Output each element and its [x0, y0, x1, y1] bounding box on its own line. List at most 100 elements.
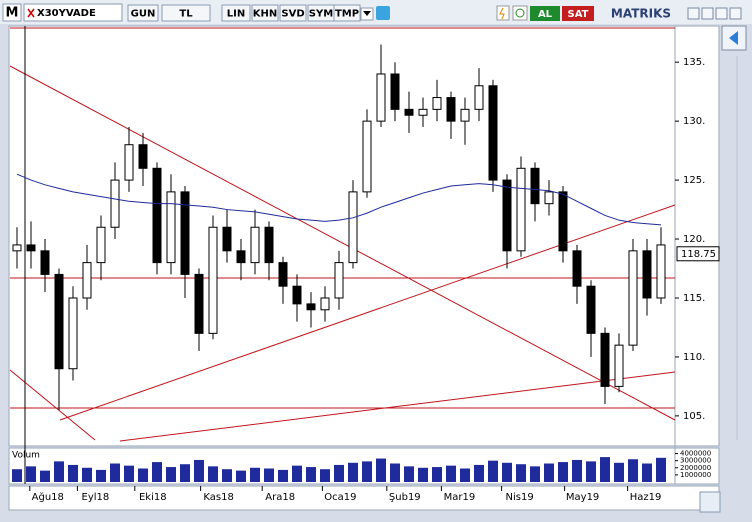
window-button[interactable]	[701, 7, 714, 20]
candle-body	[208, 226, 218, 334]
y-tick-label: 135.	[683, 57, 705, 68]
volume-bar	[264, 468, 274, 482]
sync-button[interactable]	[699, 491, 721, 513]
candle-body	[306, 303, 316, 311]
volume-bar	[516, 464, 526, 482]
candle-body	[292, 285, 302, 305]
volume-bar	[460, 468, 470, 482]
refresh-icon	[515, 8, 525, 18]
window-button[interactable]	[715, 7, 728, 20]
toolbar-button[interactable]	[279, 4, 307, 22]
symbol-box[interactable]	[23, 3, 123, 22]
icon-button[interactable]	[496, 5, 510, 21]
menu-button[interactable]	[2, 3, 22, 22]
buy-button[interactable]	[530, 6, 560, 21]
last-price-label: 118.75	[681, 249, 716, 260]
candle-body	[502, 179, 512, 252]
buy-label: AL	[538, 9, 553, 20]
candle-body	[250, 226, 260, 264]
toolbar-button[interactable]	[127, 4, 159, 22]
candle-body	[614, 344, 624, 387]
volume-bar	[572, 459, 582, 482]
candle-body	[264, 226, 274, 264]
candle-body	[516, 167, 526, 252]
candle-body	[180, 191, 190, 275]
candle-body	[26, 244, 36, 252]
candle-body	[194, 273, 204, 334]
candle-body	[278, 262, 288, 287]
window-button[interactable]	[687, 7, 700, 20]
candle-body	[558, 191, 568, 252]
volume-bar	[222, 469, 232, 482]
volume-bar	[236, 470, 246, 482]
volume-bar	[166, 467, 176, 482]
y-tick-label: 125.	[683, 175, 705, 186]
last-price-box	[676, 246, 720, 262]
x-tick-label: Ara18	[265, 492, 295, 503]
x-tick-label: Eyl18	[82, 492, 110, 503]
volume-bar	[502, 462, 512, 482]
refresh-button[interactable]	[512, 5, 528, 21]
toolbar-button-label: LIN	[227, 9, 245, 20]
y-tick-label: 115.	[683, 293, 705, 304]
candle-body	[82, 262, 92, 299]
dropdown-arrow	[363, 11, 371, 16]
volume-bar	[306, 467, 316, 482]
volume-bar	[208, 466, 218, 482]
candle-body	[152, 167, 162, 264]
candle-body	[642, 250, 652, 299]
candle-body	[628, 250, 638, 346]
volume-bar	[26, 466, 36, 482]
x-tick-label: Ağu18	[32, 491, 64, 503]
candle-body	[12, 244, 22, 252]
trend-line	[9, 369, 96, 441]
sell-button[interactable]	[562, 6, 594, 21]
volume-bar	[124, 465, 134, 482]
volume-bar	[250, 467, 260, 482]
toolbar-button-label: GUN	[131, 9, 156, 20]
volume-tick-label: 2000000	[680, 464, 711, 472]
lightning-icon	[499, 7, 505, 20]
toolbar-button[interactable]	[221, 4, 251, 22]
toolbar-button[interactable]	[333, 4, 361, 22]
volume-bar	[110, 463, 120, 482]
x-tick-label: Eki18	[139, 492, 167, 503]
window-button[interactable]	[729, 7, 742, 20]
candle-body	[362, 120, 372, 193]
candle-body	[138, 144, 148, 169]
candle-body	[530, 167, 540, 205]
volume-bar	[40, 470, 50, 482]
trend-line	[119, 371, 676, 442]
side-button[interactable]	[721, 25, 747, 51]
volume-bar	[362, 461, 372, 482]
candle-body	[40, 250, 50, 275]
volume-bar	[628, 459, 638, 482]
y-tick-label: 120.	[683, 234, 705, 245]
time-axis	[8, 485, 720, 511]
y-tick-label: 130.	[683, 116, 705, 127]
x-tick-label: Oca19	[324, 492, 356, 503]
volume-tick-label: 1000000	[680, 471, 711, 479]
volume-bar	[530, 466, 540, 482]
toolbar-button[interactable]	[251, 4, 279, 22]
x-tick-label: Haz19	[630, 492, 662, 503]
twitter-button[interactable]	[376, 6, 390, 20]
toolbar-button-label: TMP	[335, 9, 359, 20]
y-tick-label: 105.	[683, 411, 705, 422]
toolbar-button-label: KHN	[253, 9, 278, 20]
volume-bar	[418, 467, 428, 482]
candle-body	[96, 226, 106, 264]
candle-body	[656, 244, 666, 299]
candle-body	[488, 85, 498, 181]
volume-bar	[446, 465, 456, 482]
candle-body	[348, 191, 358, 264]
candle-body	[446, 97, 456, 122]
toolbar-button[interactable]	[161, 4, 211, 22]
volume-bar	[278, 469, 288, 482]
volume-bar	[82, 467, 92, 482]
candle-body	[222, 226, 232, 252]
candle-body	[110, 179, 120, 228]
volume-bar	[138, 468, 148, 482]
volume-label: Volum	[12, 451, 40, 461]
candle-body	[334, 262, 344, 299]
